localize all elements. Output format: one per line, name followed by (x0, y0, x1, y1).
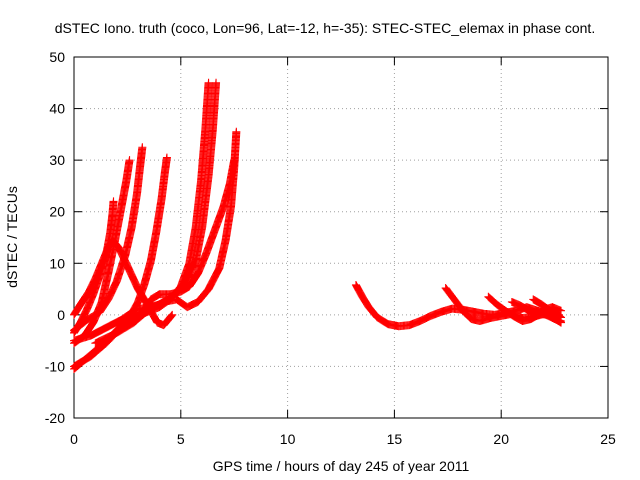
tick-labels: 0 5 10 15 20 25 -20 -10 0 10 20 30 40 50 (45, 49, 616, 447)
series-arc-i (123, 156, 239, 330)
point-marker-arc-n-27 (555, 311, 564, 320)
point-marker-arc-g-284 (212, 78, 221, 87)
x-tick-label-4: 20 (493, 431, 509, 447)
point-marker-arc-c-169 (166, 312, 175, 321)
y-tick-label-7: 50 (49, 49, 65, 65)
series-arc-n (529, 295, 566, 322)
point-marker-arc-n-29 (557, 313, 566, 322)
point-marker-arc-c-170 (167, 311, 176, 320)
x-tick-label-5: 25 (600, 431, 616, 447)
y-tick-label-2: 0 (57, 307, 65, 323)
y-tick-label-6: 40 (49, 101, 65, 117)
chart-title: dSTEC Iono. truth (coco, Lon=96, Lat=-12… (55, 20, 595, 36)
plot-frame (73, 56, 609, 419)
y-tick-label-3: 10 (49, 255, 65, 271)
point-marker-arc-d-174 (138, 143, 147, 152)
y-tick-label-1: -10 (45, 358, 65, 374)
point-marker-arc-h-253 (232, 127, 241, 136)
point-marker-arc-a-119 (109, 197, 118, 206)
point-marker-arc-g-60 (131, 306, 140, 315)
point-marker-arc-f-289 (204, 78, 213, 87)
y-tick-label-4: 20 (49, 204, 65, 220)
point-marker-arc-n-28 (556, 312, 565, 321)
point-marker-arc-e-208 (162, 153, 171, 162)
x-tick-label-3: 15 (387, 431, 403, 447)
point-marker-arc-b-167 (125, 156, 134, 165)
axis-ticks (73, 56, 609, 419)
x-tick-label-2: 10 (280, 431, 296, 447)
point-marker-arc-i-182 (230, 156, 239, 165)
y-axis-label: dSTEC / TECUs (4, 186, 20, 288)
y-tick-label-0: -20 (45, 410, 65, 426)
x-tick-label-0: 0 (70, 431, 78, 447)
series-arc-d (70, 143, 147, 335)
data-marks (70, 78, 566, 374)
x-axis-label: GPS time / hours of day 245 of year 2011 (213, 458, 470, 474)
point-marker-arc-m-49 (557, 306, 566, 315)
x-tick-label-1: 5 (177, 431, 185, 447)
y-tick-label-5: 30 (49, 152, 65, 168)
point-marker-arc-c-171 (168, 310, 177, 319)
